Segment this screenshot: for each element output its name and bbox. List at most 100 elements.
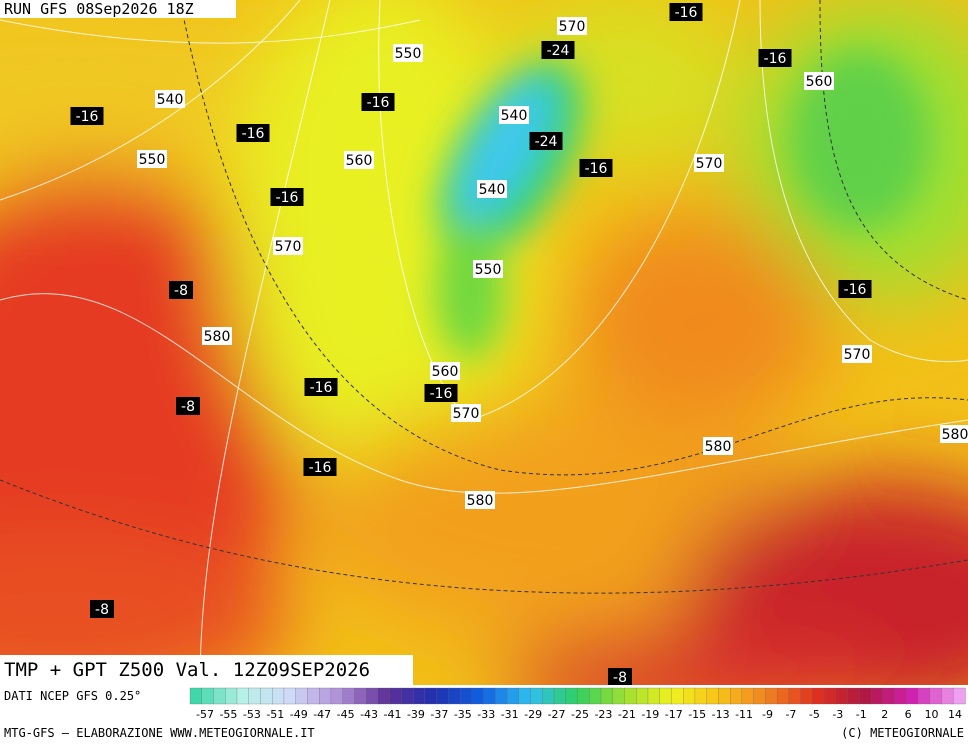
geopotential-label-box	[451, 404, 481, 422]
temperature-label-box	[236, 124, 270, 142]
source: DATI NCEP GFS 0.25°	[4, 689, 141, 703]
geopotential-label: 550	[139, 152, 166, 168]
legend-swatch	[412, 687, 426, 705]
legend-swatch	[225, 687, 238, 705]
geopotential-label-box	[202, 327, 232, 345]
legend-swatch	[236, 687, 250, 705]
legend-swatch	[765, 687, 778, 705]
geopotential-label: 570	[453, 406, 480, 422]
temperature-label-box	[304, 378, 338, 396]
geopotential-label: 580	[705, 439, 732, 455]
legend-swatch	[260, 687, 273, 705]
legend-swatch	[565, 687, 579, 705]
geopotential-label-box	[393, 44, 423, 62]
legend-label: -55	[219, 708, 237, 721]
geopotential-label-box	[557, 17, 587, 35]
legend-swatch	[659, 687, 673, 705]
legend-label: 10	[925, 708, 939, 721]
legend-label: -43	[360, 708, 378, 721]
legend-swatch	[741, 687, 755, 705]
temperature-label-box	[270, 188, 304, 206]
legend-swatch	[530, 687, 543, 705]
legend-label: -1	[856, 708, 867, 721]
legend: -57 -55 -53 -51 -49 -47 -45 -43 -41 -39 -37 -35 -33-…	[189, 687, 966, 721]
legend-label: -17	[665, 708, 683, 721]
legend-swatch	[718, 687, 731, 705]
geopotential-label: 560	[346, 153, 373, 169]
temperature-label-box	[90, 600, 114, 618]
geopotential-label-box	[430, 362, 460, 380]
legend-swatch	[201, 687, 215, 705]
legend-swatch	[483, 687, 496, 705]
legend-label: -35	[454, 708, 472, 721]
legend-swatch	[553, 687, 567, 705]
geopotential-label-box	[273, 237, 303, 255]
legend-swatch	[272, 687, 285, 705]
legend-swatch	[929, 687, 943, 705]
legend-swatch	[835, 687, 849, 705]
legend-label: 2	[881, 708, 888, 721]
legend-label: 14	[948, 708, 962, 721]
legend-label: -5	[809, 708, 820, 721]
legend-swatch	[377, 687, 391, 705]
legend-label: -41	[384, 708, 402, 721]
temperature-label: -16	[430, 386, 453, 402]
geopotential-label-box	[344, 151, 374, 169]
temperature-label-box	[361, 93, 395, 111]
legend-label: -13	[712, 708, 730, 721]
legend-label: -49	[290, 708, 308, 721]
geopotential-label-box	[137, 150, 167, 168]
temperature-label: -16	[585, 161, 608, 177]
legend-swatch	[788, 687, 802, 705]
legend-swatch	[624, 687, 637, 705]
legend-swatch	[730, 687, 743, 705]
legend-swatch	[495, 687, 508, 705]
legend-swatch	[448, 687, 461, 705]
legend-swatch	[354, 687, 367, 705]
temperature-label: -8	[174, 283, 188, 299]
run-label: RUN GFS 08Sep2026 18Z	[4, 0, 194, 18]
geopotential-label-box	[694, 154, 724, 172]
geopotential-label: 580	[942, 427, 968, 443]
geopotential-label-box	[940, 425, 968, 443]
temperature-label: -24	[547, 43, 570, 59]
legend-swatch	[506, 687, 520, 705]
legend-label: -21	[618, 708, 636, 721]
temperature-label: -8	[95, 602, 109, 618]
legend-swatch	[307, 687, 320, 705]
legend-label: -37	[430, 708, 448, 721]
legend-swatch	[436, 687, 449, 705]
geopotential-label: 570	[275, 239, 302, 255]
geopotential-label-box	[473, 260, 503, 278]
legend-swatch	[706, 687, 720, 705]
legend-label: -15	[688, 708, 706, 721]
legend-swatch	[800, 687, 813, 705]
temperature-label-box	[70, 107, 104, 125]
legend-label: -39	[407, 708, 425, 721]
geopotential-label: 550	[395, 46, 422, 62]
temperature-label-box	[169, 281, 193, 299]
legend-swatch	[189, 687, 203, 705]
legend-swatch	[636, 687, 649, 705]
legend-swatch	[847, 687, 860, 705]
temperature-label: -16	[844, 282, 867, 298]
contour-labels: 550 540 550 560 540 540 570 560 570 570 550 580 560 5…	[70, 3, 968, 686]
legend-label: -27	[548, 708, 566, 721]
legend-swatch	[342, 687, 356, 705]
legend-label: -9	[762, 708, 773, 721]
temperature-label: -16	[764, 51, 787, 67]
legend-label: -57	[196, 708, 214, 721]
legend-swatch	[389, 687, 403, 705]
legend-label: 6	[905, 708, 912, 721]
map-title: TMP + GPT Z500 Val. 12Z09SEP2026	[4, 659, 370, 681]
temperature-label-box	[608, 668, 632, 686]
temperature-label-box	[541, 41, 575, 59]
geopotential-label: 580	[204, 329, 231, 345]
geopotential-label-box	[842, 345, 872, 363]
legend-swatch	[248, 687, 262, 705]
geopotential-label-box	[465, 491, 495, 509]
temperature-label: -16	[76, 109, 99, 125]
credit-left: MTG-GFS — ELABORAZIONE WWW.METEOGIORNALE…	[4, 726, 315, 740]
temperature-label-box	[838, 280, 872, 298]
